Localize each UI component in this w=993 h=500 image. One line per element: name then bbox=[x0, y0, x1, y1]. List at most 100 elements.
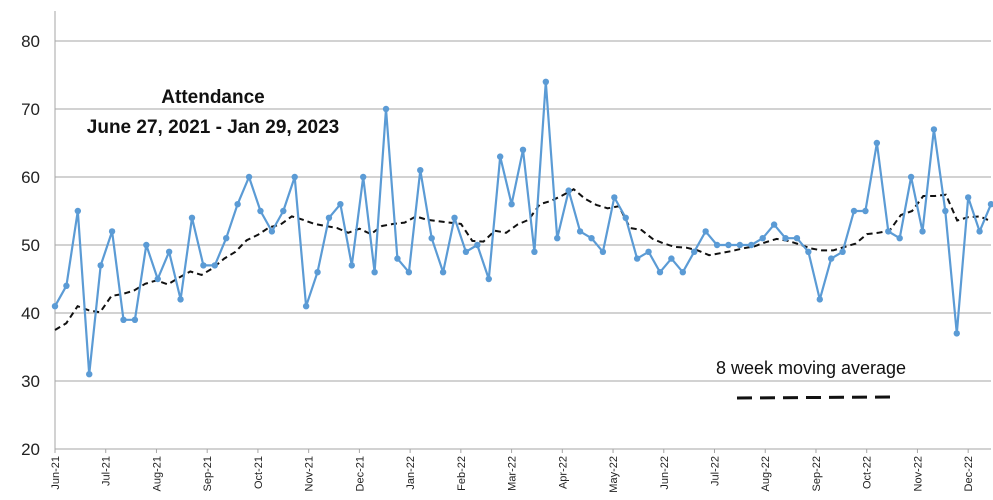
attendance-point bbox=[554, 235, 561, 242]
attendance-point bbox=[725, 241, 732, 249]
moving-average-series bbox=[54, 187, 992, 331]
attendance-point bbox=[645, 248, 652, 255]
attendance-point bbox=[177, 296, 184, 303]
attendance-point bbox=[474, 241, 481, 249]
attendance-point bbox=[942, 207, 949, 215]
attendance-point bbox=[953, 330, 960, 337]
x-tick-label: Oct-21 bbox=[253, 456, 265, 489]
attendance-point bbox=[531, 248, 538, 255]
attendance-point bbox=[919, 228, 926, 235]
attendance-point bbox=[576, 228, 584, 235]
attendance-point bbox=[633, 255, 641, 262]
attendance-point bbox=[656, 269, 664, 276]
attendance-point bbox=[691, 248, 698, 255]
attendance-point bbox=[907, 173, 915, 181]
attendance-point bbox=[805, 248, 812, 255]
attendance-point bbox=[702, 228, 709, 235]
attendance-point bbox=[302, 303, 310, 310]
x-tick-label: Jul-22 bbox=[710, 456, 722, 486]
attendance-point bbox=[74, 207, 82, 215]
attendance-point bbox=[508, 201, 515, 208]
attendance-point bbox=[611, 194, 618, 201]
attendance-point bbox=[588, 235, 595, 242]
attendance-point bbox=[86, 371, 93, 378]
attendance-point bbox=[816, 296, 823, 303]
attendance-point bbox=[782, 235, 789, 242]
x-tick-label: Mar-22 bbox=[507, 456, 519, 491]
x-tick-label: Jun-21 bbox=[50, 456, 62, 490]
attendance-point bbox=[839, 248, 846, 255]
attendance-point bbox=[679, 269, 687, 276]
attendance-point bbox=[97, 262, 104, 269]
x-tick-label: Apr-22 bbox=[557, 456, 569, 489]
attendance-point bbox=[165, 248, 173, 255]
x-tick-label: Feb-22 bbox=[456, 456, 468, 491]
x-axis-tick-labels: Jun-21 Jul-21 Aug-21 Sep-21 Oct-21 Nov-21 Dec-… bbox=[50, 456, 975, 493]
attendance-point bbox=[314, 269, 321, 276]
attendance-point bbox=[234, 201, 241, 208]
attendance-point bbox=[405, 269, 413, 276]
attendance-point bbox=[964, 194, 972, 201]
attendance-point bbox=[793, 235, 801, 242]
attendance-point bbox=[417, 167, 424, 174]
attendance-point bbox=[200, 262, 207, 269]
x-tick-label: Jun-22 bbox=[659, 456, 671, 490]
attendance-point bbox=[394, 255, 401, 262]
attendance-point bbox=[371, 269, 378, 276]
attendance-point bbox=[748, 241, 755, 249]
moving-average-line bbox=[54, 187, 992, 331]
attendance-point bbox=[257, 207, 264, 215]
grid-lines bbox=[54, 11, 991, 453]
attendance-point bbox=[565, 187, 572, 194]
x-tick-label: Aug-21 bbox=[151, 456, 163, 491]
y-tick-label: 40 bbox=[21, 304, 40, 323]
y-tick-label: 80 bbox=[21, 32, 40, 51]
attendance-point bbox=[428, 235, 435, 242]
attendance-point bbox=[154, 275, 161, 283]
attendance-point bbox=[348, 262, 355, 269]
attendance-point bbox=[131, 316, 139, 323]
attendance-point bbox=[850, 207, 858, 215]
attendance-point bbox=[759, 235, 766, 242]
attendance-point bbox=[496, 153, 504, 160]
y-tick-label: 30 bbox=[21, 372, 40, 391]
attendance-point bbox=[462, 248, 470, 255]
y-tick-label: 20 bbox=[21, 440, 40, 459]
legend-dashed-line-swatch bbox=[736, 395, 891, 400]
attendance-point bbox=[896, 235, 903, 242]
attendance-point bbox=[291, 173, 298, 181]
attendance-point bbox=[930, 126, 938, 133]
x-tick-label: Sep-21 bbox=[202, 456, 214, 491]
attendance-point bbox=[382, 105, 390, 113]
x-tick-label: Nov-21 bbox=[304, 456, 316, 491]
attendance-point bbox=[668, 255, 675, 262]
y-tick-label: 60 bbox=[21, 168, 40, 187]
attendance-point bbox=[770, 221, 778, 228]
attendance-point bbox=[359, 173, 367, 181]
attendance-point bbox=[51, 303, 59, 310]
attendance-point bbox=[143, 241, 150, 249]
attendance-point bbox=[736, 241, 744, 249]
attendance-point bbox=[599, 248, 607, 255]
x-tick-label: May-22 bbox=[608, 456, 620, 493]
attendance-point bbox=[211, 262, 219, 269]
attendance-point bbox=[976, 228, 983, 235]
x-tick-label: Dec-21 bbox=[354, 456, 366, 491]
attendance-point bbox=[108, 228, 116, 235]
x-tick-label: Jan-22 bbox=[405, 456, 417, 490]
legend: 8 week moving average bbox=[716, 358, 906, 400]
attendance-point bbox=[337, 201, 344, 208]
x-tick-label: Sep-22 bbox=[811, 456, 823, 491]
x-tick-label: Nov-22 bbox=[912, 456, 924, 491]
x-tick-label: Dec-22 bbox=[963, 456, 975, 491]
attendance-point bbox=[713, 241, 721, 249]
attendance-point bbox=[827, 255, 835, 262]
attendance-point bbox=[188, 214, 196, 221]
attendance-point bbox=[245, 173, 253, 181]
attendance-point bbox=[519, 146, 527, 153]
y-axis-tick-labels: 20 30 40 50 60 70 80 bbox=[21, 32, 40, 459]
attendance-point bbox=[439, 269, 447, 276]
x-tick-label: Aug-22 bbox=[760, 456, 772, 491]
legend-label: 8 week moving average bbox=[716, 358, 906, 378]
